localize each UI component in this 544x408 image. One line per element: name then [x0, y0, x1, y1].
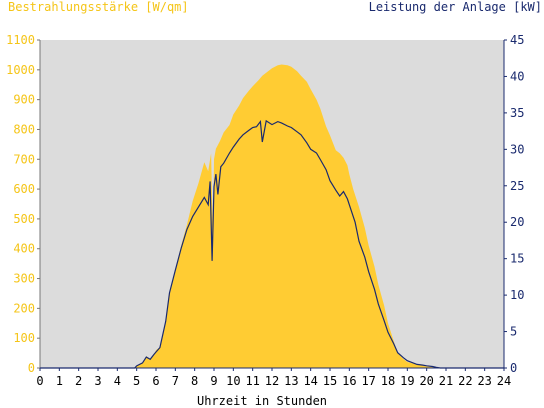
right-tick-label: 10 — [510, 288, 524, 302]
right-tick-label: 40 — [510, 69, 524, 83]
x-tick-label: 6 — [152, 374, 159, 388]
x-tick-label: 17 — [361, 374, 375, 388]
left-tick-label: 500 — [13, 212, 35, 226]
x-tick-label: 22 — [458, 374, 472, 388]
x-tick-label: 5 — [133, 374, 140, 388]
left-axis-title: Bestrahlungsstärke [W/qm] — [8, 0, 189, 14]
x-tick-label: 15 — [323, 374, 337, 388]
left-tick-label: 300 — [13, 272, 35, 286]
left-tick-label: 1100 — [6, 33, 35, 47]
x-tick-label: 3 — [94, 374, 101, 388]
axes — [37, 39, 507, 371]
left-tick-label: 100 — [13, 331, 35, 345]
right-axis-title: Leistung der Anlage [kW] — [369, 0, 542, 14]
x-tick-label: 1 — [56, 374, 63, 388]
irradiance-area — [40, 64, 504, 368]
x-axis-label: Uhrzeit in Stunden — [197, 394, 327, 408]
x-tick-label: 9 — [210, 374, 217, 388]
x-tick-label: 24 — [497, 374, 511, 388]
x-tick-label: 7 — [172, 374, 179, 388]
left-tick-label: 1000 — [6, 63, 35, 77]
right-tick-label: 20 — [510, 215, 524, 229]
x-tick-label: 10 — [226, 374, 240, 388]
left-tick-label: 600 — [13, 182, 35, 196]
x-tick-label: 23 — [477, 374, 491, 388]
x-tick-label: 4 — [114, 374, 121, 388]
x-tick-label: 13 — [284, 374, 298, 388]
right-tick-label: 5 — [510, 325, 517, 339]
left-tick-label: 700 — [13, 152, 35, 166]
x-tick-label: 11 — [245, 374, 259, 388]
left-tick-label: 200 — [13, 301, 35, 315]
left-tick-label: 800 — [13, 122, 35, 136]
tick-labels: 0100200300400500600700800900100011000510… — [6, 33, 524, 388]
x-tick-label: 18 — [381, 374, 395, 388]
left-tick-label: 900 — [13, 93, 35, 107]
x-tick-label: 19 — [400, 374, 414, 388]
right-tick-label: 25 — [510, 179, 524, 193]
x-tick-label: 2 — [75, 374, 82, 388]
left-tick-label: 0 — [28, 361, 35, 375]
x-tick-label: 8 — [191, 374, 198, 388]
right-tick-label: 45 — [510, 33, 524, 47]
right-tick-label: 35 — [510, 106, 524, 120]
x-tick-label: 21 — [439, 374, 453, 388]
x-tick-label: 16 — [342, 374, 356, 388]
right-tick-label: 15 — [510, 252, 524, 266]
x-tick-label: 12 — [265, 374, 279, 388]
left-tick-label: 400 — [13, 242, 35, 256]
power-line — [40, 119, 504, 369]
right-tick-label: 0 — [510, 361, 517, 375]
right-tick-label: 30 — [510, 142, 524, 156]
x-tick-label: 20 — [419, 374, 433, 388]
x-tick-label: 0 — [36, 374, 43, 388]
x-tick-label: 14 — [303, 374, 317, 388]
